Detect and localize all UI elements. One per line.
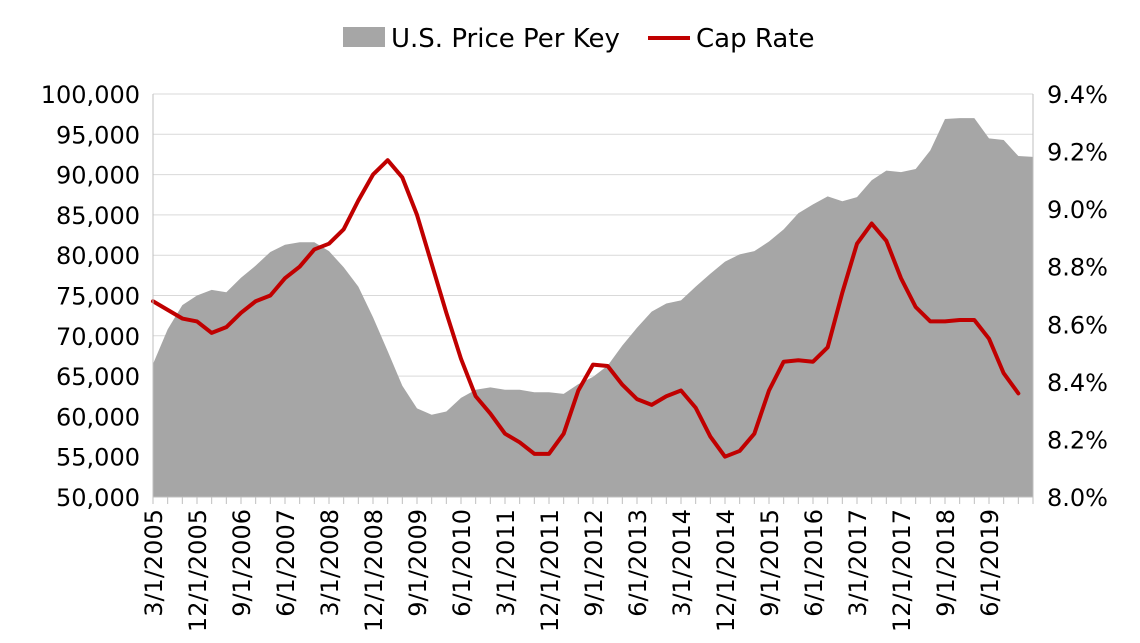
x-axis-tick-label: 9/1/2009 <box>404 509 432 617</box>
line-cap-rate <box>151 158 1021 459</box>
axes <box>152 94 1034 504</box>
x-axis-tick-label: 6/1/2013 <box>624 509 652 617</box>
left-axis-tick-label: 65,000 <box>56 363 140 391</box>
x-axis-tick-label: 12/1/2014 <box>712 509 740 632</box>
left-axis-tick-label: 90,000 <box>56 162 140 190</box>
right-axis-tick-label: 8.6% <box>1047 311 1108 339</box>
x-axis-tick-label: 3/1/2011 <box>492 509 520 617</box>
left-axis-tick-label: 85,000 <box>56 202 140 230</box>
left-axis-tick-label: 60,000 <box>56 403 140 431</box>
x-axis-tick-label: 9/1/2012 <box>580 509 608 617</box>
x-axis-tick-label: 12/1/2008 <box>360 509 388 632</box>
x-axis-tick-labels: 3/1/2005 12/1/2005 9/1/2006 6/1/2007 3/1/200… <box>140 509 1004 632</box>
legend: U.S. Price Per Key Cap Rate <box>343 24 814 54</box>
right-axis-tick-labels: 8.0% 8.2% 8.4% 8.6% 8.8% 9.0% 9.2% 9.4% <box>1047 81 1108 512</box>
x-axis-tick-label: 3/1/2005 <box>140 509 168 617</box>
left-axis-tick-label: 100,000 <box>41 81 140 109</box>
legend-label-cap-rate: Cap Rate <box>696 24 814 54</box>
x-axis-tick-label: 3/1/2017 <box>844 509 872 617</box>
x-axis-tick-label: 6/1/2010 <box>448 509 476 617</box>
x-axis-tick-label: 9/1/2015 <box>756 509 784 617</box>
line-series-cap-rate <box>151 158 1021 459</box>
x-axis-tick-label: 6/1/2016 <box>800 509 828 617</box>
x-axis-tick-label: 12/1/2017 <box>888 509 916 632</box>
x-axis-tick-label: 12/1/2005 <box>184 509 212 632</box>
x-axis-tick-label: 6/1/2019 <box>976 509 1004 617</box>
left-axis-tick-label: 55,000 <box>56 444 140 472</box>
left-axis-tick-label: 75,000 <box>56 283 140 311</box>
legend-swatch-price-per-key <box>343 27 385 47</box>
left-axis-tick-label: 95,000 <box>56 121 140 149</box>
x-axis-tick-label: 3/1/2014 <box>668 509 696 617</box>
x-axis-tick-label: 6/1/2007 <box>272 509 300 617</box>
x-axis-tick-label: 12/1/2011 <box>536 509 564 632</box>
right-axis-tick-label: 8.8% <box>1047 254 1108 282</box>
x-axis-tick-label: 9/1/2006 <box>228 509 256 617</box>
right-axis-tick-label: 8.0% <box>1047 484 1108 512</box>
right-axis-tick-label: 8.2% <box>1047 426 1108 454</box>
left-axis-tick-labels: 50,000 55,000 60,000 65,000 70,000 75,000 80,0… <box>41 81 140 512</box>
right-axis-tick-label: 9.4% <box>1047 81 1108 109</box>
left-axis-tick-label: 70,000 <box>56 323 140 351</box>
area-series-price-per-key <box>153 118 1033 498</box>
area-price-per-key <box>153 118 1033 498</box>
left-axis-tick-label: 50,000 <box>56 484 140 512</box>
legend-label-price-per-key: U.S. Price Per Key <box>391 24 620 54</box>
right-axis-tick-label: 9.2% <box>1047 139 1108 167</box>
right-axis-tick-label: 9.0% <box>1047 196 1108 224</box>
x-axis-tick-label: 9/1/2018 <box>932 509 960 617</box>
x-axis-tick-label: 3/1/2008 <box>316 509 344 617</box>
right-axis-tick-label: 8.4% <box>1047 369 1108 397</box>
left-axis-tick-label: 80,000 <box>56 242 140 270</box>
